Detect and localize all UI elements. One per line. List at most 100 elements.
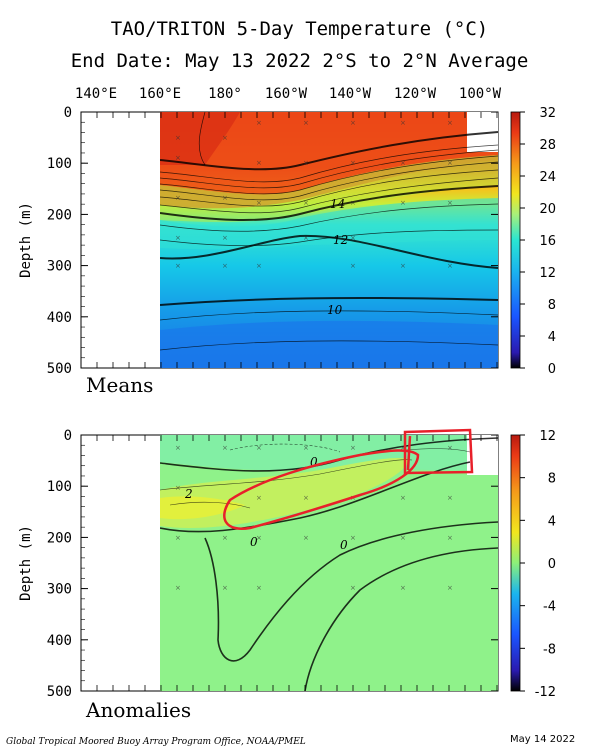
longitude-tick-label: 160°E [139, 86, 181, 102]
red-box-annotation-edge [406, 435, 412, 471]
svg-text:×: × [256, 262, 262, 270]
anomaly-contour-label: 0 [310, 455, 318, 469]
means-panel-label: Means [86, 373, 153, 397]
anomaly-panel: ×××× ××× ×××× ××× ×××× ×××× ×××× 0 2 0 0… [18, 428, 556, 722]
colorbar-tick-label: 12 [539, 266, 556, 281]
anomaly-panel-label: Anomalies [85, 698, 191, 722]
longitude-tick-label: 140°E [75, 86, 117, 102]
anomaly-colorbar [510, 434, 521, 692]
svg-text:×: × [447, 262, 453, 270]
svg-text:×: × [350, 234, 356, 242]
anomaly-contour-label: 0 [340, 538, 348, 552]
y-tick-label: 300 [47, 582, 72, 598]
means-colorbar [510, 111, 521, 369]
svg-text:×: × [447, 119, 453, 127]
means-y-axis-label: Depth (m) [18, 202, 34, 278]
svg-text:×: × [400, 494, 406, 502]
means-contour-label: 14 [330, 197, 345, 211]
svg-text:×: × [303, 159, 309, 167]
chart-title: TAO/TRITON 5-Day Temperature (°C) [110, 18, 489, 40]
colorbar-tick-label: -8 [543, 642, 556, 657]
svg-text:×: × [175, 484, 181, 492]
svg-text:×: × [175, 444, 181, 452]
svg-text:×: × [447, 159, 453, 167]
colorbar-tick-label: 16 [539, 234, 556, 249]
svg-text:×: × [175, 154, 181, 162]
svg-text:×: × [175, 584, 181, 592]
svg-text:×: × [400, 119, 406, 127]
svg-text:×: × [175, 534, 181, 542]
means-contour-label: 10 [327, 303, 343, 317]
y-tick-label: 100 [47, 479, 72, 495]
longitude-tick-label: 180° [208, 86, 242, 102]
anomaly-y-axis-label: Depth (m) [18, 525, 34, 601]
colorbar-tick-label: 4 [548, 514, 556, 529]
svg-text:×: × [222, 444, 228, 452]
y-tick-label: 400 [47, 633, 72, 649]
anomaly-field: ×××× ××× ×××× ××× ×××× ×××× ×××× [160, 435, 498, 691]
colorbar-tick-label: 12 [539, 429, 556, 444]
svg-text:×: × [222, 534, 228, 542]
anomaly-y-ticks: 0 100 2 0 0 300 400 500 [47, 428, 498, 700]
svg-text:×: × [350, 584, 356, 592]
svg-text:×: × [256, 534, 262, 542]
svg-text:×: × [350, 262, 356, 270]
svg-text:×: × [447, 584, 453, 592]
colorbar-tick-label: 0 [548, 557, 556, 572]
svg-text:×: × [222, 234, 228, 242]
svg-text:×: × [175, 234, 181, 242]
svg-text:×: × [175, 194, 181, 202]
svg-text:×: × [303, 234, 309, 242]
colorbar-tick-label: 4 [548, 330, 556, 345]
svg-text:×: × [256, 119, 262, 127]
y-tick-label: 500 [47, 361, 72, 377]
anomaly-contour-label: 2 [184, 487, 193, 501]
means-field: × × × × × × × × × × × × × × × × × × × × × × × × × × × × × × [160, 112, 498, 368]
colorbar-tick-label: 20 [539, 202, 556, 217]
footer-credit: Global Tropical Moored Buoy Array Progra… [6, 737, 306, 747]
y-tick-label: 400 [47, 310, 72, 326]
svg-text:×: × [447, 534, 453, 542]
svg-text:×: × [256, 444, 262, 452]
svg-text:×: × [350, 444, 356, 452]
svg-text:×: × [222, 194, 228, 202]
red-ellipse-annotation [223, 449, 420, 530]
svg-text:×: × [222, 584, 228, 592]
colorbar-tick-label: 32 [539, 106, 556, 121]
y-tick-label: 200 [47, 207, 72, 223]
y-tick-label: 0 [64, 428, 72, 444]
svg-text:×: × [256, 494, 262, 502]
means-x-ticks [80, 112, 498, 368]
svg-text:×: × [447, 199, 453, 207]
svg-text:×: × [400, 262, 406, 270]
y-tick-label: 100 [47, 156, 72, 172]
svg-text:×: × [256, 584, 262, 592]
means-y-ticks: 0 100 200 300 400 500 [47, 105, 498, 377]
red-box-annotation [403, 428, 474, 475]
svg-text:×: × [350, 199, 356, 207]
svg-text:×: × [256, 199, 262, 207]
longitude-tick-label: 120°W [394, 86, 437, 102]
colorbar-tick-label: -4 [543, 600, 556, 615]
colorbar-tick-label: 24 [539, 170, 556, 185]
svg-text:×: × [175, 262, 181, 270]
means-contour-label: 12 [333, 233, 348, 247]
longitude-tick-label: 100°W [459, 86, 502, 102]
svg-text:×: × [350, 534, 356, 542]
svg-text:×: × [350, 119, 356, 127]
svg-text:×: × [400, 584, 406, 592]
y-tick-label: 0 [64, 105, 72, 121]
svg-text:×: × [447, 494, 453, 502]
longitude-labels: 140°E 160°E 180° 160°W 140°W 120°W 100°W [75, 86, 502, 102]
svg-text:×: × [222, 134, 228, 142]
longitude-tick-label: 140°W [329, 86, 372, 102]
colorbar-tick-label: 8 [548, 298, 556, 313]
colorbar-tick-label: 8 [548, 472, 556, 487]
svg-text:×: × [222, 262, 228, 270]
colorbar-tick-label: 0 [548, 362, 556, 377]
svg-text:×: × [400, 159, 406, 167]
y-tick-label: 500 [47, 684, 72, 700]
chart-subtitle: End Date: May 13 2022 2°S to 2°N Average [70, 50, 529, 72]
svg-text:×: × [303, 534, 309, 542]
